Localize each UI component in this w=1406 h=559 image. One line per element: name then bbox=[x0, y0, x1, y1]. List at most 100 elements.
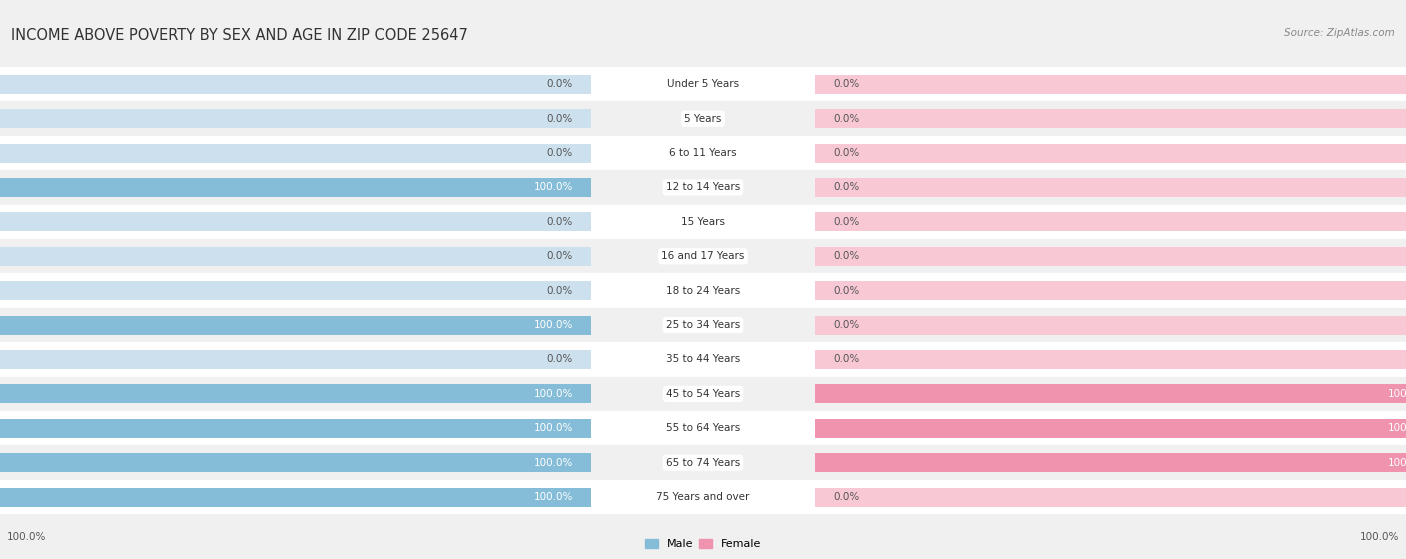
Bar bbox=[0, 446, 591, 480]
Bar bbox=[815, 342, 1406, 377]
Bar bbox=[0, 316, 591, 334]
Bar bbox=[0, 316, 591, 334]
Bar bbox=[815, 102, 1406, 136]
Text: 100.0%: 100.0% bbox=[1388, 423, 1406, 433]
Bar bbox=[815, 385, 1406, 404]
Bar bbox=[815, 487, 1406, 506]
Bar bbox=[815, 453, 1406, 472]
Bar bbox=[815, 239, 1406, 273]
Bar bbox=[0, 75, 591, 94]
Text: 0.0%: 0.0% bbox=[547, 148, 572, 158]
Text: 6 to 11 Years: 6 to 11 Years bbox=[669, 148, 737, 158]
Text: 0.0%: 0.0% bbox=[547, 252, 572, 261]
Bar bbox=[591, 67, 815, 102]
Bar bbox=[815, 67, 1406, 102]
Bar bbox=[0, 239, 591, 273]
Text: 0.0%: 0.0% bbox=[547, 113, 572, 124]
Text: 100.0%: 100.0% bbox=[7, 532, 46, 542]
Bar bbox=[0, 480, 591, 514]
Bar bbox=[0, 385, 591, 404]
Bar bbox=[0, 281, 591, 300]
Bar bbox=[815, 170, 1406, 205]
Bar bbox=[0, 170, 591, 205]
Bar bbox=[591, 170, 815, 205]
Bar bbox=[815, 316, 1406, 334]
Text: 100.0%: 100.0% bbox=[533, 423, 572, 433]
Bar bbox=[0, 453, 591, 472]
Text: 100.0%: 100.0% bbox=[1360, 532, 1399, 542]
Legend: Male, Female: Male, Female bbox=[640, 534, 766, 553]
Text: 5 Years: 5 Years bbox=[685, 113, 721, 124]
Text: 15 Years: 15 Years bbox=[681, 217, 725, 227]
Bar bbox=[815, 385, 1406, 404]
Text: 100.0%: 100.0% bbox=[533, 458, 572, 468]
Text: 0.0%: 0.0% bbox=[547, 286, 572, 296]
Text: 100.0%: 100.0% bbox=[1388, 458, 1406, 468]
Bar bbox=[815, 411, 1406, 446]
Bar bbox=[815, 273, 1406, 308]
Bar bbox=[0, 419, 591, 438]
Text: 0.0%: 0.0% bbox=[834, 148, 859, 158]
Text: 0.0%: 0.0% bbox=[834, 217, 859, 227]
Text: 0.0%: 0.0% bbox=[834, 320, 859, 330]
Bar bbox=[0, 411, 591, 446]
Bar bbox=[815, 75, 1406, 94]
Bar bbox=[815, 446, 1406, 480]
Text: Under 5 Years: Under 5 Years bbox=[666, 79, 740, 89]
Bar bbox=[815, 136, 1406, 170]
Bar bbox=[591, 136, 815, 170]
Text: 75 Years and over: 75 Years and over bbox=[657, 492, 749, 502]
Bar bbox=[0, 109, 591, 128]
Bar bbox=[815, 178, 1406, 197]
Text: INCOME ABOVE POVERTY BY SEX AND AGE IN ZIP CODE 25647: INCOME ABOVE POVERTY BY SEX AND AGE IN Z… bbox=[11, 28, 468, 43]
Text: 0.0%: 0.0% bbox=[834, 182, 859, 192]
Text: 100.0%: 100.0% bbox=[533, 389, 572, 399]
Bar bbox=[591, 273, 815, 308]
Bar bbox=[591, 239, 815, 273]
Bar bbox=[591, 446, 815, 480]
Text: 55 to 64 Years: 55 to 64 Years bbox=[666, 423, 740, 433]
Text: 0.0%: 0.0% bbox=[547, 217, 572, 227]
Text: 45 to 54 Years: 45 to 54 Years bbox=[666, 389, 740, 399]
Bar bbox=[0, 308, 591, 342]
Text: 0.0%: 0.0% bbox=[834, 79, 859, 89]
Text: 25 to 34 Years: 25 to 34 Years bbox=[666, 320, 740, 330]
Text: 100.0%: 100.0% bbox=[533, 492, 572, 502]
Bar bbox=[815, 144, 1406, 163]
Bar bbox=[815, 377, 1406, 411]
Bar bbox=[815, 419, 1406, 438]
Text: 0.0%: 0.0% bbox=[834, 286, 859, 296]
Text: Source: ZipAtlas.com: Source: ZipAtlas.com bbox=[1284, 28, 1395, 38]
Text: 0.0%: 0.0% bbox=[834, 113, 859, 124]
Text: 0.0%: 0.0% bbox=[834, 492, 859, 502]
Bar bbox=[0, 487, 591, 506]
Text: 0.0%: 0.0% bbox=[547, 354, 572, 364]
Bar bbox=[815, 308, 1406, 342]
Bar bbox=[0, 178, 591, 197]
Bar bbox=[0, 102, 591, 136]
Bar bbox=[815, 205, 1406, 239]
Bar bbox=[0, 419, 591, 438]
Text: 0.0%: 0.0% bbox=[834, 354, 859, 364]
Bar bbox=[591, 411, 815, 446]
Bar bbox=[815, 419, 1406, 438]
Bar bbox=[0, 247, 591, 266]
Text: 0.0%: 0.0% bbox=[547, 79, 572, 89]
Bar bbox=[591, 308, 815, 342]
Text: 65 to 74 Years: 65 to 74 Years bbox=[666, 458, 740, 468]
Bar bbox=[0, 67, 591, 102]
Bar bbox=[0, 385, 591, 404]
Bar bbox=[591, 377, 815, 411]
Bar bbox=[591, 480, 815, 514]
Bar bbox=[815, 281, 1406, 300]
Bar bbox=[591, 205, 815, 239]
Text: 12 to 14 Years: 12 to 14 Years bbox=[666, 182, 740, 192]
Bar bbox=[0, 350, 591, 369]
Bar bbox=[815, 109, 1406, 128]
Bar bbox=[591, 342, 815, 377]
Bar bbox=[591, 102, 815, 136]
Bar bbox=[0, 487, 591, 506]
Bar bbox=[0, 178, 591, 197]
Text: 16 and 17 Years: 16 and 17 Years bbox=[661, 252, 745, 261]
Bar bbox=[0, 136, 591, 170]
